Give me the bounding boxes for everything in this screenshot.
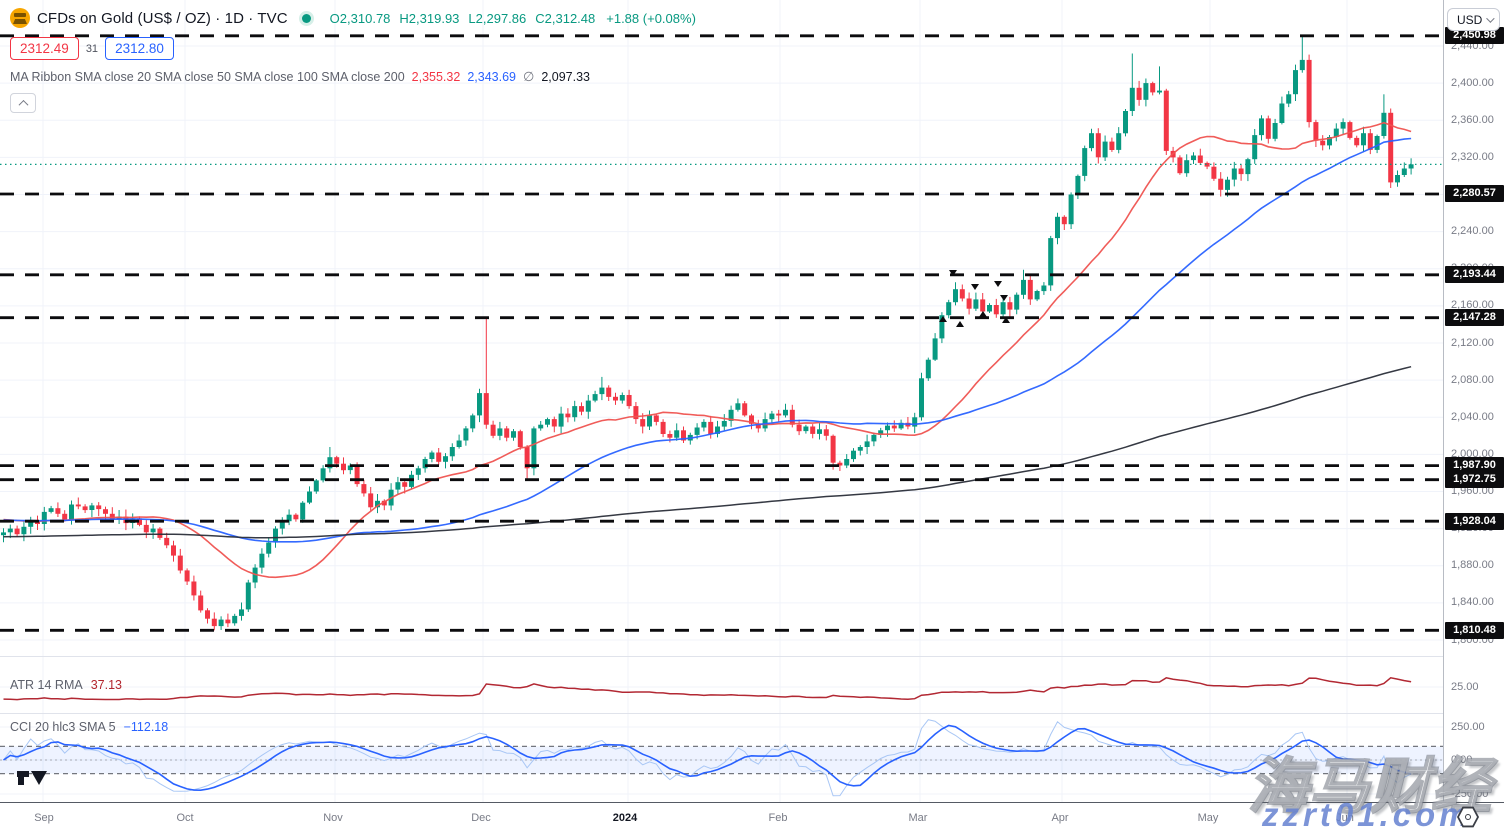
cci-tick-label: -250.00 [1451, 787, 1489, 800]
price-tick-label: 2,240.00 [1451, 225, 1494, 238]
price-tick-label: 2,360.00 [1451, 113, 1494, 126]
price-level-badge: 1,972.75 [1445, 471, 1504, 489]
cci-tick-label: 250.00 [1451, 720, 1485, 733]
cci-value: −112.18 [123, 720, 169, 734]
price-level-badge: 2,450.98 [1445, 27, 1504, 45]
cci-legend[interactable]: CCI 20 hlc3 SMA 5 −112.18 [10, 720, 168, 734]
time-tick-label: Sep [34, 812, 54, 824]
price-level-badge: 1,928.04 [1445, 512, 1504, 530]
tradingview-logo[interactable] [17, 768, 48, 793]
cci-label: CCI 20 hlc3 SMA 5 [10, 720, 116, 734]
atr-tick-label: 25.00 [1451, 680, 1479, 693]
close-value: 2,312.48 [544, 10, 596, 26]
price-tick-label: 1,880.00 [1451, 559, 1494, 572]
trade-panel: 2312.49 31 2312.80 [10, 37, 696, 60]
collapse-legend-button[interactable] [10, 93, 36, 113]
price-tick-label: 1,960.00 [1451, 485, 1494, 498]
spread-value: 31 [85, 42, 99, 55]
cci-tick-label: 0.00 [1451, 753, 1473, 766]
sma200-value: 2,097.33 [541, 70, 590, 84]
symbol-row[interactable]: CFDs on Gold (US$ / OZ) · 1D · TVC O2,31… [10, 6, 696, 30]
watermark-site: zzrt01.com [1262, 796, 1473, 833]
pane-separator-atr[interactable] [0, 656, 1504, 657]
price-level-badge: 1,810.48 [1445, 621, 1504, 639]
sell-button[interactable]: 2312.49 [10, 37, 79, 60]
open-value: 2,310.78 [339, 10, 391, 26]
watermark-chinese: 海马财经 [1247, 752, 1492, 821]
gold-coin-icon [10, 8, 30, 28]
ohlc-values: O2,310.78 H2,319.93 L2,297.86 C2,312.48 … [329, 10, 696, 26]
price-level-badge: 2,193.44 [1445, 266, 1504, 284]
price-axis[interactable]: 2,440.002,400.002,360.002,320.002,280.00… [1443, 0, 1504, 802]
pane-separator-cci[interactable] [0, 713, 1504, 714]
price-tick-label: 2,000.00 [1451, 447, 1494, 460]
time-tick-label: Oct [176, 812, 194, 824]
sma20-value: 2,355.32 [411, 70, 461, 84]
time-tick-label: Jun [1336, 812, 1354, 824]
time-tick-label: May [1197, 812, 1219, 824]
sma50-value: 2,343.69 [467, 70, 516, 84]
chevron-up-icon [18, 99, 28, 110]
price-tick-label: 2,120.00 [1451, 336, 1494, 349]
time-axis-border [0, 802, 1504, 803]
price-tick-label: 2,160.00 [1451, 299, 1494, 312]
atr-value: 37.13 [90, 678, 122, 692]
time-tick-label: 2024 [612, 812, 638, 824]
ma-ribbon-legend[interactable]: MA Ribbon SMA close 20 SMA close 50 SMA … [10, 69, 696, 85]
time-tick-label: Nov [323, 812, 343, 824]
time-axis[interactable]: Sep Oct Nov Dec 2024 Feb Mar Apr May Jun [0, 803, 1504, 833]
sma100-value: ∅ [523, 69, 535, 84]
change-value: +1.88 [606, 10, 640, 26]
price-tick-label: 1,840.00 [1451, 596, 1494, 609]
price-tick-label: 2,040.00 [1451, 410, 1494, 423]
market-status-dot [301, 13, 311, 23]
ma-ribbon-label: MA Ribbon SMA close 20 SMA close 50 SMA … [10, 70, 405, 84]
atr-label: ATR 14 RMA [10, 678, 83, 692]
price-level-badge: 2,280.57 [1445, 185, 1504, 203]
price-tick-label: 2,320.00 [1451, 150, 1494, 163]
low-value: 2,297.86 [475, 10, 527, 26]
change-percent: (+0.08%) [642, 10, 696, 26]
price-tick-label: 2,400.00 [1451, 76, 1494, 89]
chart-legend: CFDs on Gold (US$ / OZ) · 1D · TVC O2,31… [10, 6, 696, 113]
high-value: 2,319.93 [408, 10, 460, 26]
atr-legend[interactable]: ATR 14 RMA 37.13 [10, 678, 122, 692]
gear-icon[interactable] [1457, 806, 1479, 828]
price-level-badge: 2,147.28 [1445, 309, 1504, 327]
time-tick-label: Mar [908, 812, 928, 824]
price-level-badge: 1,987.90 [1445, 457, 1504, 475]
time-tick-label: Apr [1051, 812, 1069, 824]
symbol-title[interactable]: CFDs on Gold (US$ / OZ) · 1D · TVC [37, 9, 288, 27]
currency-selector[interactable]: USD [1447, 8, 1500, 31]
time-tick-label: Dec [471, 812, 491, 824]
price-tick-label: 2,080.00 [1451, 373, 1494, 386]
price-chart-canvas[interactable] [0, 0, 1443, 802]
currency-label: USD [1457, 12, 1483, 27]
time-tick-label: Feb [768, 812, 788, 824]
chevron-down-icon [1486, 13, 1495, 23]
buy-button[interactable]: 2312.80 [105, 37, 174, 60]
